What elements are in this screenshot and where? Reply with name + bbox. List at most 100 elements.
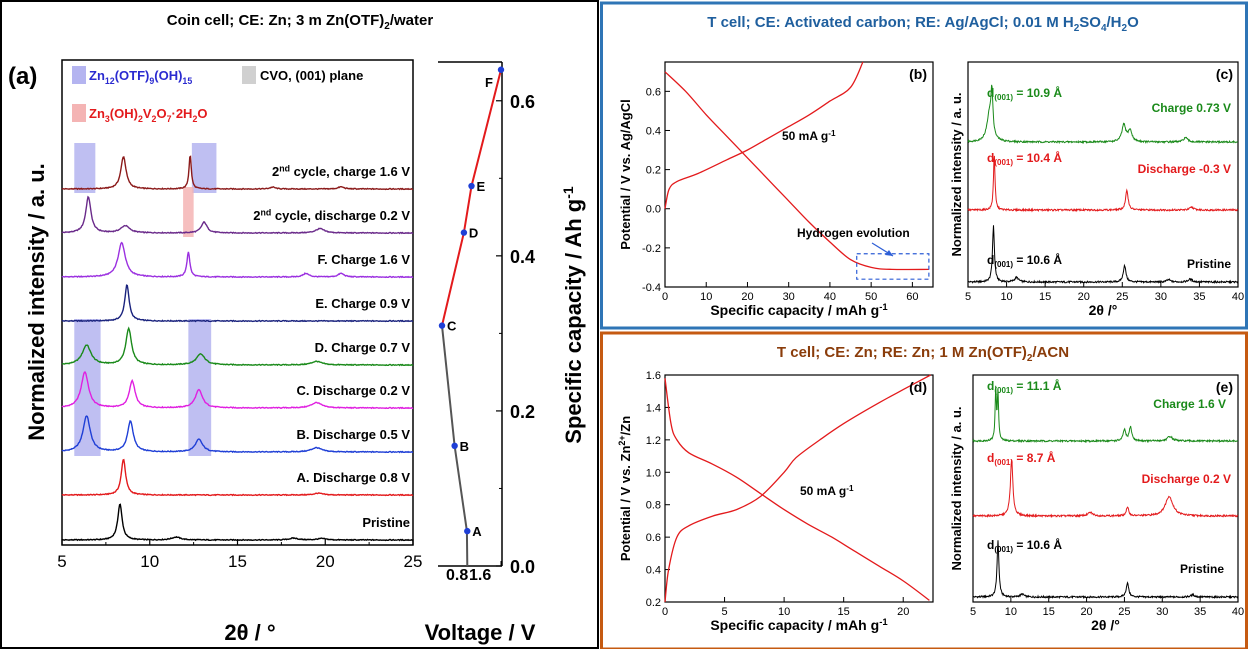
x-tick-label: 40 bbox=[824, 291, 836, 303]
x-tick-label: 35 bbox=[1193, 291, 1205, 303]
series-label: 2nd cycle, discharge 0.2 V bbox=[253, 207, 410, 223]
x-tick-label: 10 bbox=[1005, 606, 1017, 618]
chart-e: 5 10 15 20 25 30 35 40 d(001) = 10.6 Å Pristine d(… bbox=[949, 374, 1244, 633]
state-point-label: A bbox=[472, 524, 482, 539]
highlight-band-blue bbox=[74, 319, 101, 456]
x-tick-label: 10 bbox=[778, 606, 790, 618]
series-label: Pristine bbox=[1187, 257, 1231, 271]
chart-c: 5 10 15 20 25 30 35 40 d(001) = 10.6 Å Pristine d(… bbox=[949, 61, 1244, 318]
charge-curve bbox=[441, 69, 502, 326]
x-tick-label: 20 bbox=[741, 291, 753, 303]
highlight-band-blue bbox=[74, 143, 96, 193]
x-tick-label: 25 bbox=[1116, 291, 1128, 303]
x-axis-label: Specific capacity / mAh g-1 bbox=[710, 617, 888, 633]
x-tick-label: 20 bbox=[1078, 291, 1090, 303]
x-tick-label: 5 bbox=[965, 291, 971, 303]
series-line bbox=[61, 326, 414, 367]
state-point-label: F bbox=[485, 75, 493, 90]
y-axis-label: Normalized intensity / a. u. bbox=[949, 93, 964, 257]
left-panel-title: Coin cell; CE: Zn; 3 m Zn(OTF)2/water bbox=[167, 12, 434, 32]
hydrogen-evolution-box bbox=[856, 253, 930, 280]
y-tick-label: 1.6 bbox=[646, 370, 661, 382]
x-tick-label: 20 bbox=[1080, 606, 1092, 618]
legend-swatch-pink bbox=[72, 104, 86, 122]
chart-a: 5 10 15 20 25 Pristine A. Discharge 0.8 V B. Di… bbox=[8, 59, 422, 645]
state-point-c bbox=[438, 322, 446, 329]
charge-curve bbox=[664, 61, 864, 209]
y-tick-label: 1.0 bbox=[646, 467, 661, 479]
series-label: Charge 1.6 V bbox=[1153, 397, 1226, 411]
y-tick-label: 0.2 bbox=[646, 597, 661, 609]
legend-label-pink: Zn3(OH)2V2O7·2H2O bbox=[89, 106, 207, 124]
legend-label-blue: Zn12(OTF)9(OH)15 bbox=[89, 68, 192, 86]
series-label: D. Charge 0.7 V bbox=[315, 340, 411, 355]
left-frame bbox=[0, 0, 599, 649]
series-label: Pristine bbox=[1180, 562, 1224, 576]
panel-label-b: (b) bbox=[909, 66, 927, 82]
x-tick-label: 10 bbox=[140, 552, 159, 571]
x-axis-label: 2θ / ° bbox=[224, 620, 275, 645]
series-line bbox=[61, 371, 414, 410]
series-line bbox=[967, 84, 1239, 145]
state-point-b bbox=[451, 442, 458, 450]
series-label: F. Charge 1.6 V bbox=[318, 252, 411, 267]
x-axis-label: Specific capacity / mAh g-1 bbox=[710, 302, 888, 318]
d-spacing-label: d(001) = 10.9 Å bbox=[987, 85, 1062, 102]
x-tick-label: 15 bbox=[228, 552, 247, 571]
d-spacing-label: d(001) = 10.6 Å bbox=[987, 252, 1062, 269]
y-tick-label: 0.2 bbox=[646, 165, 661, 177]
series-label: E. Charge 0.9 V bbox=[315, 296, 410, 311]
series-line bbox=[61, 284, 414, 323]
series-label: A. Discharge 0.8 V bbox=[297, 470, 411, 485]
panel-label-c: (c) bbox=[1216, 66, 1233, 82]
x-tick-label: 30 bbox=[783, 291, 795, 303]
y-tick-label: 0.6 bbox=[646, 86, 661, 98]
x-tick-label: 0 bbox=[662, 291, 668, 303]
y-tick-label: 0.4 bbox=[646, 565, 661, 577]
highlight-band-blue bbox=[188, 319, 212, 456]
y-tick-label: 0.4 bbox=[510, 247, 535, 267]
x-tick-label: 5 bbox=[721, 606, 727, 618]
top-right-panel-title: T cell; CE: Activated carbon; RE: Ag/AgC… bbox=[707, 14, 1139, 34]
discharge-curve bbox=[664, 378, 930, 601]
series-label: Pristine bbox=[362, 515, 410, 530]
series-label: 2nd cycle, charge 1.6 V bbox=[272, 163, 410, 179]
discharge-curve bbox=[441, 325, 469, 567]
y-axis-label: Normalized intensity / a. u. bbox=[24, 163, 49, 441]
y-tick-label: 0.0 bbox=[646, 204, 661, 216]
x-tick-label: 5 bbox=[57, 552, 66, 571]
state-point-label: D bbox=[469, 226, 478, 241]
state-point-label: C bbox=[447, 319, 457, 334]
x-tick-label: 20 bbox=[316, 552, 335, 571]
series-line bbox=[972, 385, 1239, 444]
rate-annotation: 50 mA g-1 bbox=[782, 129, 836, 143]
legend-swatch-blue bbox=[72, 66, 86, 84]
x-axis-label: Voltage / V bbox=[425, 620, 536, 645]
y-axis-label: Potential / V vs. Ag/AgCl bbox=[618, 99, 633, 249]
x-tick-label: 15 bbox=[1039, 291, 1051, 303]
series-line bbox=[972, 540, 1239, 600]
x-tick-label: 5 bbox=[970, 606, 976, 618]
chart-b: 0 10 20 30 40 50 60 -0.4 -0.2 0.0 0.2 0.4 0.6 (b) 50 m… bbox=[618, 61, 934, 318]
discharge-curve bbox=[664, 71, 929, 271]
x-axis-label: 2θ /° bbox=[1091, 617, 1120, 633]
panel-label-a: (a) bbox=[8, 63, 37, 90]
x-tick-label: 15 bbox=[838, 606, 850, 618]
hydrogen-evolution-label: Hydrogen evolution bbox=[797, 226, 910, 240]
x-tick-label: 30 bbox=[1155, 291, 1167, 303]
x-tick-label: 15 bbox=[1043, 606, 1055, 618]
y-tick-label: 0.4 bbox=[646, 125, 661, 137]
series-line bbox=[972, 459, 1239, 519]
x-tick-label: 35 bbox=[1194, 606, 1206, 618]
series-line bbox=[61, 415, 414, 454]
rate-annotation: 50 mA g-1 bbox=[800, 484, 854, 498]
series-label: Discharge -0.3 V bbox=[1138, 162, 1231, 176]
series-line bbox=[967, 155, 1239, 213]
bottom-right-frame bbox=[600, 331, 1248, 649]
highlight-band-pink bbox=[183, 187, 194, 237]
series-line bbox=[61, 458, 414, 497]
x-tick-label: 40 bbox=[1232, 291, 1244, 303]
y-tick-label: 0.6 bbox=[510, 92, 535, 112]
d-spacing-label: d(001) = 8.7 Å bbox=[987, 450, 1056, 467]
